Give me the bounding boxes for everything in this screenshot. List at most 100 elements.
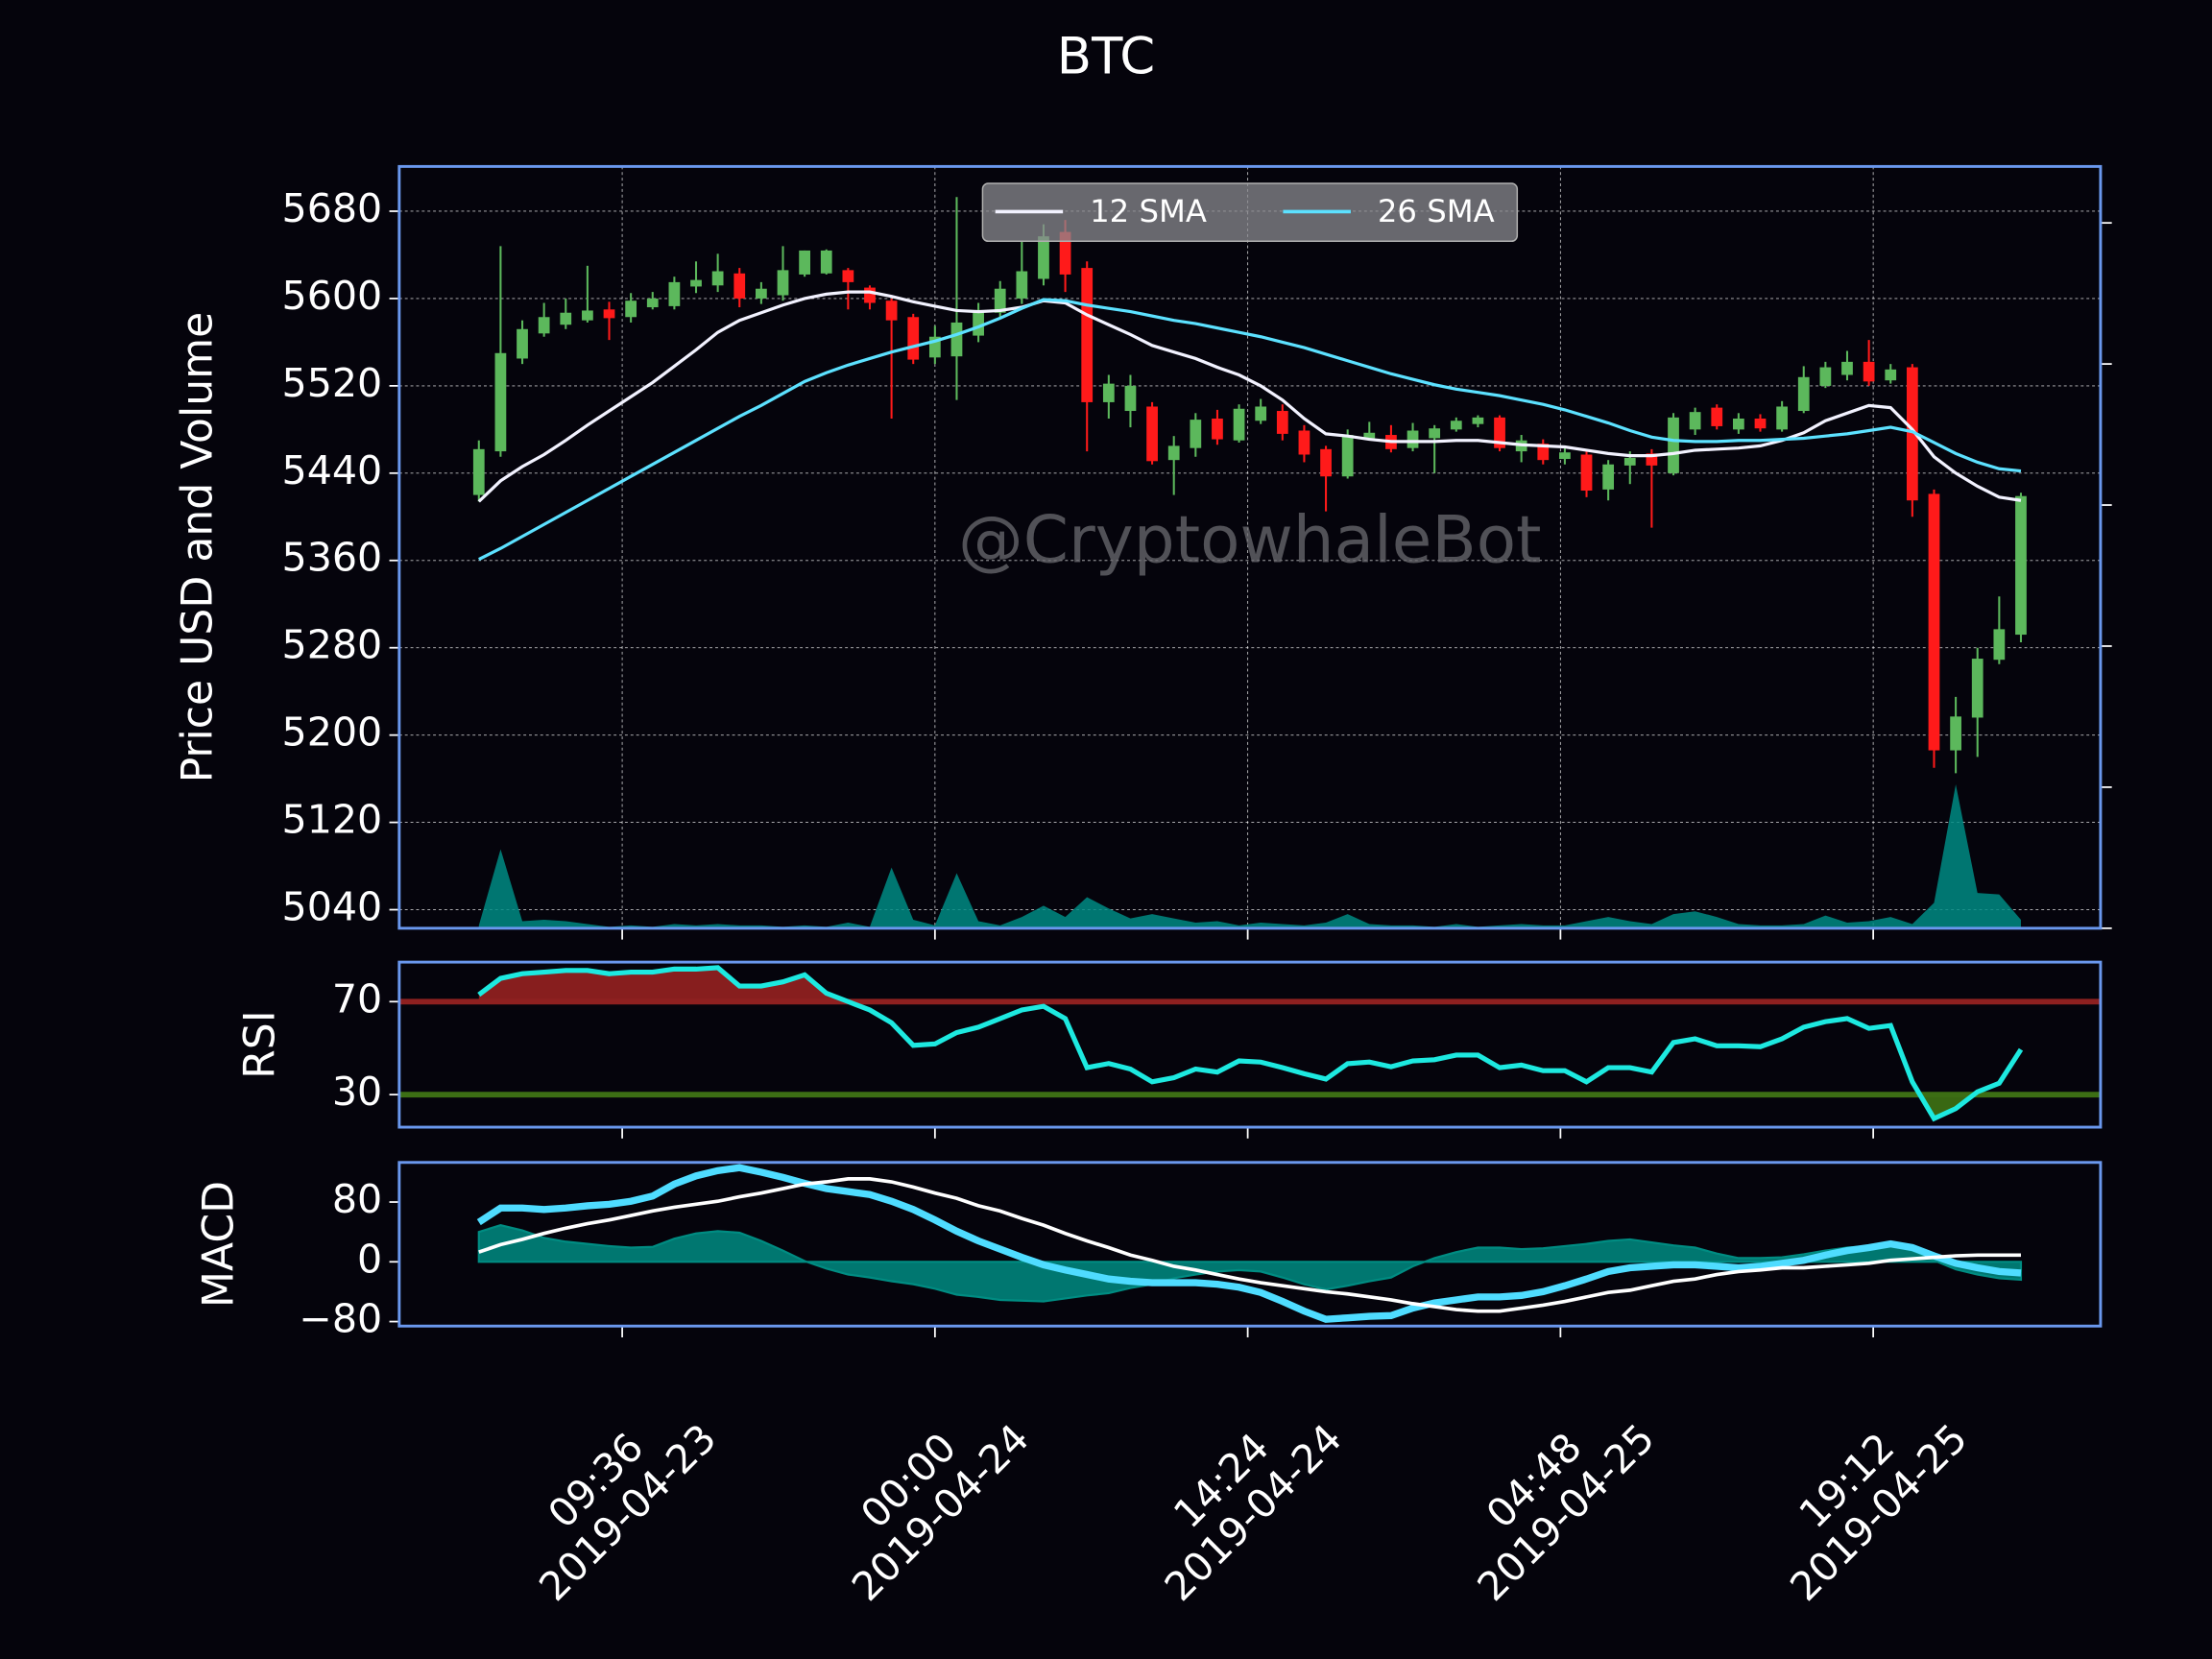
histogram-area — [477, 1224, 2023, 1303]
candle-body — [1212, 418, 1223, 440]
candle-body — [1102, 383, 1115, 402]
candle-body — [1341, 435, 1354, 477]
y-tick-label: 0 — [357, 1236, 382, 1282]
candle-body — [1906, 367, 1918, 501]
candle-body — [1819, 367, 1832, 386]
panel-border — [397, 960, 2103, 1129]
candle-body — [733, 273, 746, 299]
candle-body — [668, 281, 681, 306]
candle-body — [1190, 420, 1202, 448]
y-tick-label: −80 — [299, 1296, 382, 1342]
candle-body — [603, 309, 615, 319]
macd-line — [476, 1164, 2022, 1323]
sma-line — [477, 290, 2022, 503]
candle-body — [472, 448, 485, 495]
candle-body — [1950, 716, 1961, 751]
candle-body — [1776, 406, 1789, 430]
candle-body — [1537, 444, 1550, 461]
candle-body — [1146, 406, 1158, 462]
candle-body — [1711, 407, 1723, 426]
legend: 12 SMA 26 SMA — [981, 182, 1519, 243]
candle-body — [994, 288, 1006, 313]
candle-body — [1429, 428, 1441, 439]
candle-body — [1928, 493, 1940, 751]
candle-body — [1754, 418, 1767, 429]
candle-body — [928, 336, 941, 358]
candle-body — [1016, 271, 1028, 299]
candle-body — [777, 270, 789, 296]
candle-body — [1038, 236, 1049, 279]
watermark: @CryptowhaleBot — [958, 502, 1541, 578]
legend-box — [981, 182, 1519, 243]
candle-body — [755, 288, 767, 299]
candle-body — [1559, 452, 1571, 460]
candle-body — [538, 317, 550, 334]
candle-body — [646, 298, 659, 308]
y-tick-label: 5520 — [282, 360, 383, 406]
y-tick-label: 80 — [332, 1176, 382, 1222]
candle-body — [842, 270, 854, 282]
candle-body — [582, 310, 593, 321]
candle-body — [950, 322, 963, 357]
y-tick-label: 5360 — [282, 535, 383, 581]
candle-body — [1602, 464, 1615, 490]
legend-label: 26 SMA — [1378, 193, 1495, 229]
y-tick-label: 5680 — [282, 185, 383, 231]
y-tick-label: 70 — [332, 975, 382, 1022]
candle-body — [625, 301, 637, 318]
candle-body — [1797, 376, 1810, 412]
y-tick-label: 5280 — [282, 622, 383, 668]
rsi-fill — [478, 967, 2021, 1002]
candle-body — [1494, 417, 1505, 448]
candle-body — [907, 317, 920, 360]
candle-body — [1885, 369, 1897, 381]
candle-body — [494, 352, 507, 452]
y-tick-label: 30 — [332, 1069, 382, 1115]
y-tick-label: 5040 — [282, 884, 383, 930]
candle-body — [560, 312, 572, 325]
candle-body — [799, 250, 810, 275]
candle-body — [1689, 412, 1701, 430]
y-axis-label: Price USD and Volume — [174, 312, 223, 783]
y-tick-label: 5600 — [282, 273, 383, 319]
candle-body — [1450, 421, 1462, 430]
candle-body — [1407, 430, 1419, 448]
candle-body — [1298, 430, 1310, 455]
y-axis-label: RSI — [235, 1010, 284, 1079]
candle-body — [1733, 418, 1744, 430]
candle-body — [864, 287, 876, 303]
chart-title: BTC — [1057, 27, 1155, 85]
panel-border — [397, 1161, 2103, 1328]
candle-body — [1059, 231, 1071, 275]
candle-body — [517, 328, 528, 359]
candle-body — [1971, 659, 1984, 718]
candle-body — [1646, 453, 1658, 466]
y-axis-label: MACD — [195, 1181, 244, 1308]
candle-body — [1320, 448, 1332, 477]
candle-body — [1167, 445, 1180, 461]
candle-body — [973, 312, 984, 336]
candle-body — [820, 250, 832, 274]
candle-body — [1623, 457, 1636, 466]
candle-body — [711, 271, 724, 286]
candle-body — [1863, 361, 1875, 382]
panel-border — [397, 164, 2103, 930]
y-tick-label: 5200 — [282, 709, 383, 756]
candle-body — [1081, 268, 1094, 402]
candle-body — [1993, 629, 2006, 661]
candle-body — [885, 301, 898, 321]
rsi-line — [477, 965, 2024, 1122]
legend-label: 12 SMA — [1090, 193, 1207, 229]
candle-body — [1668, 417, 1679, 473]
candle-body — [1472, 417, 1484, 424]
candle-body — [1233, 408, 1245, 441]
candle-body — [1255, 406, 1267, 421]
y-tick-label: 5440 — [282, 447, 383, 493]
candle-body — [1841, 361, 1853, 375]
candle-body — [1276, 411, 1288, 434]
candle-body — [1580, 454, 1593, 492]
candle-body — [690, 279, 702, 287]
